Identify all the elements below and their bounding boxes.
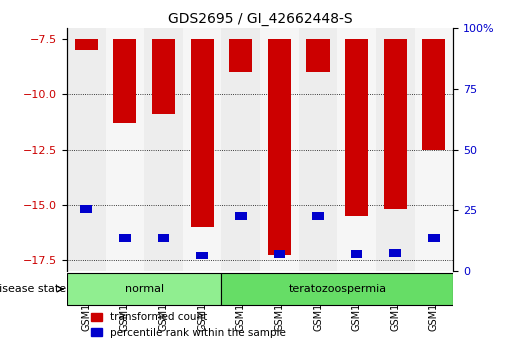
Bar xyxy=(306,39,330,73)
Bar xyxy=(235,212,247,219)
Bar xyxy=(183,28,221,271)
Bar xyxy=(422,39,445,150)
Text: disease state: disease state xyxy=(0,284,66,294)
Bar xyxy=(106,28,144,271)
Bar xyxy=(196,252,208,259)
Bar xyxy=(67,28,106,271)
FancyBboxPatch shape xyxy=(67,273,221,306)
Bar xyxy=(268,39,291,255)
Bar xyxy=(384,39,407,209)
FancyBboxPatch shape xyxy=(221,273,453,306)
Bar xyxy=(376,28,415,271)
Bar xyxy=(351,250,363,258)
Bar xyxy=(119,234,131,242)
Bar xyxy=(389,249,401,257)
Bar xyxy=(229,39,252,73)
Bar xyxy=(80,205,92,213)
Bar xyxy=(75,39,98,50)
Bar xyxy=(191,39,214,227)
Bar xyxy=(158,234,169,242)
Bar xyxy=(345,39,368,216)
Bar xyxy=(337,28,376,271)
Bar xyxy=(273,250,285,258)
Bar xyxy=(113,39,136,123)
Text: normal: normal xyxy=(125,284,164,294)
Bar xyxy=(415,28,453,271)
Bar xyxy=(260,28,299,271)
Text: teratozoospermia: teratozoospermia xyxy=(288,284,386,294)
Bar xyxy=(428,234,440,242)
Bar xyxy=(312,212,324,219)
Legend: transformed count, percentile rank within the sample: transformed count, percentile rank withi… xyxy=(92,313,286,338)
Bar xyxy=(299,28,337,271)
Title: GDS2695 / GI_42662448-S: GDS2695 / GI_42662448-S xyxy=(168,12,352,26)
Bar xyxy=(221,28,260,271)
Bar xyxy=(144,28,183,271)
Bar xyxy=(152,39,175,114)
